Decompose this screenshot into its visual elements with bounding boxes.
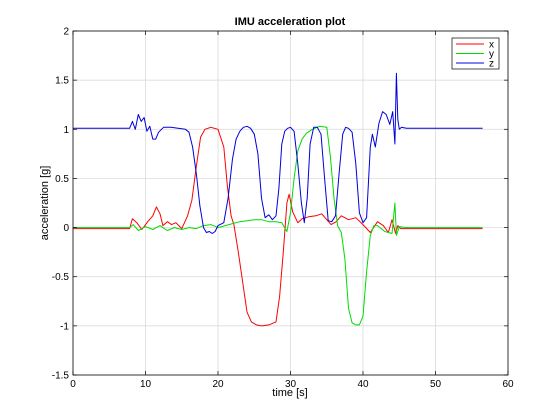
y-tick-label: 2 [63, 27, 69, 38]
series-line-x [73, 126, 483, 327]
y-tick-label: -1 [60, 321, 69, 332]
x-tick-label: 30 [285, 379, 297, 390]
y-tick-label: -1.5 [52, 371, 70, 382]
y-tick-label: 0 [63, 223, 69, 234]
legend: xyz [451, 37, 500, 70]
legend-label-y: y [489, 49, 494, 60]
x-tick-label: 60 [502, 379, 514, 390]
series-layer [73, 72, 483, 327]
ticks: 0 10 20 30 40 50 60 -1.5 -1 -0.5 0 0.5 1 1.5 2 [52, 27, 514, 391]
series-line-z [73, 72, 483, 234]
series-line-y [73, 125, 483, 326]
x-tick-label: 0 [70, 379, 76, 390]
legend-label-x: x [489, 40, 494, 51]
y-axis-label: acceleration [g] [39, 166, 51, 241]
x-axis-label: time [s] [272, 387, 307, 399]
y-tick-label: -0.5 [52, 272, 70, 283]
x-tick-label: 10 [140, 379, 152, 390]
legend-label-z: z [489, 59, 494, 70]
y-tick-label: 1 [63, 125, 69, 136]
x-tick-label: 40 [357, 379, 369, 390]
x-tick-label: 20 [212, 379, 224, 390]
y-tick-label: 0.5 [55, 174, 69, 185]
x-tick-label: 50 [430, 379, 442, 390]
chart-title: IMU acceleration plot [235, 16, 346, 28]
y-tick-label: 1.5 [55, 76, 69, 87]
